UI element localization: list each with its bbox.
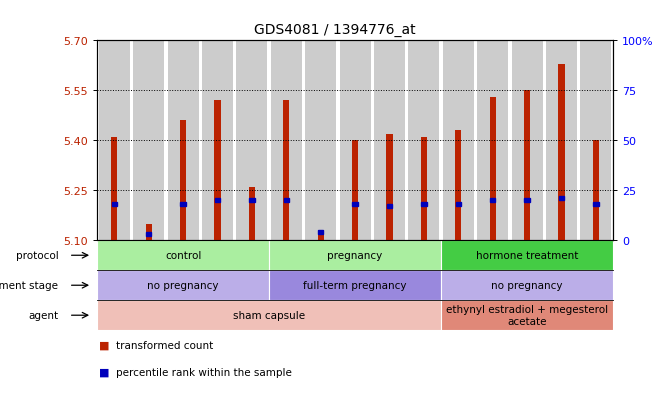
Text: agent: agent [28, 311, 58, 320]
Bar [443, 41, 474, 241]
Text: GDS4081 / 1394776_at: GDS4081 / 1394776_at [254, 23, 416, 37]
Bar [558, 64, 565, 241]
Bar [269, 271, 441, 301]
Bar [283, 199, 289, 203]
Bar [146, 233, 151, 237]
Bar [269, 241, 441, 271]
Text: percentile rank within the sample: percentile rank within the sample [116, 367, 291, 377]
Bar [318, 231, 324, 241]
Bar [249, 188, 255, 241]
Bar [409, 41, 440, 241]
Bar [97, 301, 441, 330]
Bar [441, 241, 613, 271]
Bar [180, 121, 186, 241]
Text: ■: ■ [99, 340, 110, 350]
Text: no pregnancy: no pregnancy [147, 280, 219, 290]
Bar [180, 203, 186, 207]
Bar [455, 131, 462, 241]
Bar [477, 41, 508, 241]
Bar [112, 203, 117, 207]
Text: protocol: protocol [15, 251, 58, 261]
Text: sham capsule: sham capsule [233, 311, 305, 320]
Bar [145, 224, 152, 241]
Bar [512, 41, 543, 241]
Bar [97, 271, 269, 301]
Text: full-term pregnancy: full-term pregnancy [304, 280, 407, 290]
Bar [352, 203, 358, 207]
Bar [593, 141, 599, 241]
Bar [546, 41, 577, 241]
Bar [99, 41, 130, 241]
Bar [215, 199, 220, 203]
Bar [283, 101, 289, 241]
Text: hormone treatment: hormone treatment [476, 251, 578, 261]
Bar [214, 101, 220, 241]
Bar [456, 203, 461, 207]
Text: transformed count: transformed count [116, 340, 213, 350]
Bar [387, 134, 393, 241]
Text: pregnancy: pregnancy [328, 251, 383, 261]
Bar [97, 241, 269, 271]
Text: control: control [165, 251, 201, 261]
Text: ethynyl estradiol + megesterol
acetate: ethynyl estradiol + megesterol acetate [446, 305, 608, 326]
Bar [249, 199, 255, 203]
Text: ■: ■ [99, 367, 110, 377]
Bar [559, 197, 564, 201]
Bar [580, 41, 611, 241]
Bar [318, 231, 324, 235]
Text: no pregnancy: no pregnancy [491, 280, 563, 290]
Bar [133, 41, 164, 241]
Bar [271, 41, 302, 241]
Bar [421, 203, 427, 207]
Bar [168, 41, 198, 241]
Bar [441, 301, 613, 330]
Bar [593, 203, 598, 207]
Bar [490, 199, 495, 203]
Bar [202, 41, 233, 241]
Bar [111, 138, 117, 241]
Bar [237, 41, 267, 241]
Bar [524, 91, 530, 241]
Bar [352, 141, 358, 241]
Bar [441, 271, 613, 301]
Text: development stage: development stage [0, 280, 58, 290]
Bar [340, 41, 371, 241]
Bar [525, 199, 530, 203]
Bar [306, 41, 336, 241]
Bar [490, 98, 496, 241]
Bar [421, 138, 427, 241]
Bar [387, 205, 392, 209]
Bar [374, 41, 405, 241]
